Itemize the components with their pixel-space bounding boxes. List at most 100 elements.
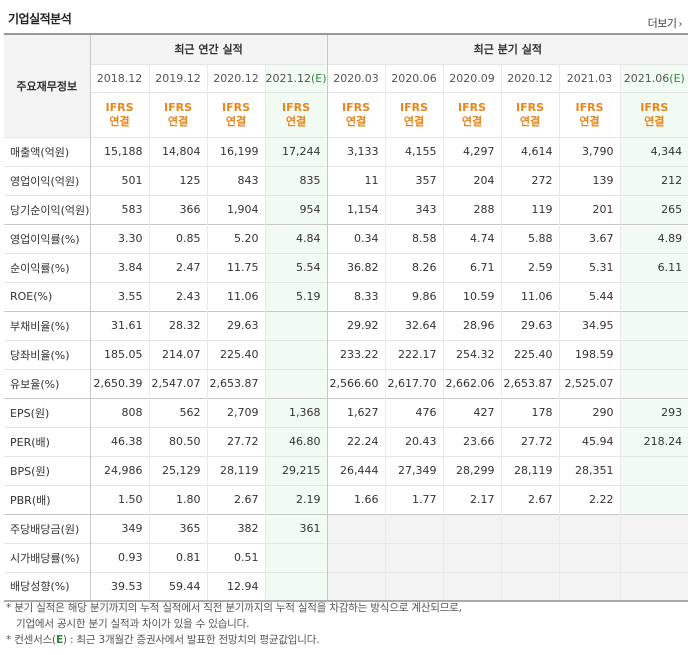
- table-row: 배당성향(%) 39.53 59.44 12.94: [4, 572, 689, 601]
- row-label: EPS(원): [10, 406, 50, 420]
- row-label: BPS(원): [10, 464, 50, 478]
- consolidation-basis: 연결: [109, 114, 130, 128]
- table-cell: 139: [558, 166, 621, 195]
- row-label: 부채비율(%): [10, 319, 70, 333]
- row-label: PBR(배): [10, 493, 51, 507]
- table-row: PER(배) 46.38 80.50 27.72 46.80 22.24 20.43 23.6…: [4, 427, 689, 456]
- table-cell: 17,244: [264, 137, 328, 166]
- table-cell: [442, 572, 502, 601]
- accounting-standard-header: IFRS 연결: [206, 92, 265, 137]
- more-label: 더보기: [647, 17, 677, 30]
- table-cell: 28,351: [558, 456, 621, 485]
- table-cell: 2.19: [264, 485, 328, 514]
- consolidation-basis: 연결: [644, 114, 665, 128]
- table-cell: 501: [89, 166, 149, 195]
- consolidation-basis: 연결: [285, 114, 307, 128]
- period-date-header: 2020.09: [442, 64, 502, 92]
- table-cell: 2.22: [558, 485, 621, 514]
- period-date: 2021.12: [265, 71, 312, 85]
- table-cell: 29.63: [206, 311, 265, 340]
- consolidation-basis: 연결: [167, 114, 189, 128]
- table-row: 부채비율(%) 31.61 28.32 29.63 29.92 32.64 28.96 29.…: [4, 311, 689, 340]
- table-cell: 24,986: [89, 456, 149, 485]
- row-label: 매출액(억원): [10, 145, 70, 159]
- table-cell: [326, 572, 386, 601]
- period-date: 2019.12: [155, 71, 201, 85]
- table-cell: 201: [558, 195, 621, 224]
- table-cell: 583: [89, 195, 149, 224]
- table-cell: [384, 572, 444, 601]
- table-cell: [264, 311, 328, 340]
- period-date-header: 2018.12: [89, 64, 149, 92]
- table-row: ROE(%) 3.55 2.43 11.06 5.19 8.33 9.86 10.59 11.0…: [4, 282, 689, 311]
- table-row: PBR(배) 1.50 1.80 2.67 2.19 1.66 1.77 2.17 2.67 2.…: [4, 485, 689, 514]
- table-cell: 178: [500, 398, 560, 427]
- table-row: 주당배당금(원) 349 365 382 361: [4, 514, 689, 543]
- table-row: EPS(원) 808 562 2,709 1,368 1,627 476 427 178 290 2…: [4, 398, 689, 427]
- table-cell: [619, 340, 689, 369]
- table-cell: 8.33: [326, 282, 386, 311]
- table-cell: [264, 340, 328, 369]
- table-cell: 39.53: [89, 572, 149, 601]
- table-cell: 290: [558, 398, 621, 427]
- row-label: 영업이익률(%): [10, 232, 80, 246]
- table-cell: 293: [619, 398, 689, 427]
- table-cell: 32.64: [384, 311, 444, 340]
- table-cell: [264, 369, 328, 398]
- table-cell: 27.72: [206, 427, 265, 456]
- table-cell: 265: [619, 195, 689, 224]
- table-cell: 16,199: [206, 137, 265, 166]
- table-cell: 2,650.39: [89, 369, 149, 398]
- table-cell: 835: [264, 166, 328, 195]
- table-cell: 80.50: [148, 427, 207, 456]
- table-cell: 2.43: [148, 282, 207, 311]
- table-cell: 5.31: [558, 253, 621, 282]
- footnote-consensus-suffix: ) : 최근 3개월간 증권사에서 발표한 전망치의 평균값입니다.: [62, 634, 320, 646]
- table-cell: 11.06: [500, 282, 560, 311]
- period-date: 2020.03: [333, 71, 379, 85]
- row-label: 순이익률(%): [10, 261, 70, 275]
- table-cell: 14,804: [148, 137, 207, 166]
- accounting-standard-header: IFRS 연결: [442, 92, 502, 137]
- quarter-header: 최근 분기 실적: [326, 34, 689, 64]
- table-cell: [558, 572, 621, 601]
- accounting-standard-header: IFRS 연결: [384, 92, 444, 137]
- table-cell: 562: [148, 398, 207, 427]
- more-link[interactable]: 더보기 ›: [647, 15, 683, 31]
- period-date-header: 2020.03: [326, 64, 386, 92]
- table-cell: 198.59: [558, 340, 621, 369]
- table-cell: 366: [148, 195, 207, 224]
- consolidation-basis: 연결: [461, 114, 483, 128]
- estimate-mark: (E): [311, 71, 327, 85]
- footnote-quarter: * 분기 실적은 해당 분기까지의 누적 실적에서 직전 분기까지의 누적 실적…: [6, 602, 462, 614]
- table-cell: [619, 514, 689, 543]
- table-row: 시가배당률(%) 0.93 0.81 0.51: [4, 543, 689, 572]
- footnotes: * 분기 실적은 해당 분기까지의 누적 실적에서 직전 분기까지의 누적 실적…: [6, 600, 462, 648]
- table-cell: 218.24: [619, 427, 689, 456]
- period-date: 2020.09: [449, 71, 495, 85]
- table-cell: 476: [384, 398, 444, 427]
- table-cell: 954: [264, 195, 328, 224]
- table-cell: 8.26: [384, 253, 444, 282]
- table-cell: 28.96: [442, 311, 502, 340]
- table-cell: 5.54: [264, 253, 328, 282]
- table-cell: 3.67: [558, 224, 621, 253]
- table-row: 순이익률(%) 3.84 2.47 11.75 5.54 36.82 8.26 6.71 2.5…: [4, 253, 689, 282]
- table-cell: 288: [442, 195, 502, 224]
- table-cell: 361: [264, 514, 328, 543]
- table-cell: 4,297: [442, 137, 502, 166]
- table-cell: 808: [89, 398, 149, 427]
- table-cell: [500, 514, 560, 543]
- table-cell: 2.67: [500, 485, 560, 514]
- table-cell: 3,790: [558, 137, 621, 166]
- estimate-mark: E: [55, 634, 63, 646]
- period-date-header: 2020.12: [206, 64, 265, 92]
- table-cell: 6.11: [619, 253, 689, 282]
- table-cell: 29,215: [264, 456, 328, 485]
- table-cell: [619, 456, 689, 485]
- table-row: 영업이익률(%) 3.30 0.85 5.20 4.84 0.34 8.58 4.74 5.88…: [4, 224, 689, 253]
- period-date: 2021.06: [623, 71, 670, 85]
- row-label: 당기순이익(억원): [10, 203, 90, 217]
- accounting-standard-header: IFRS 연결: [326, 92, 386, 137]
- table-cell: 1.77: [384, 485, 444, 514]
